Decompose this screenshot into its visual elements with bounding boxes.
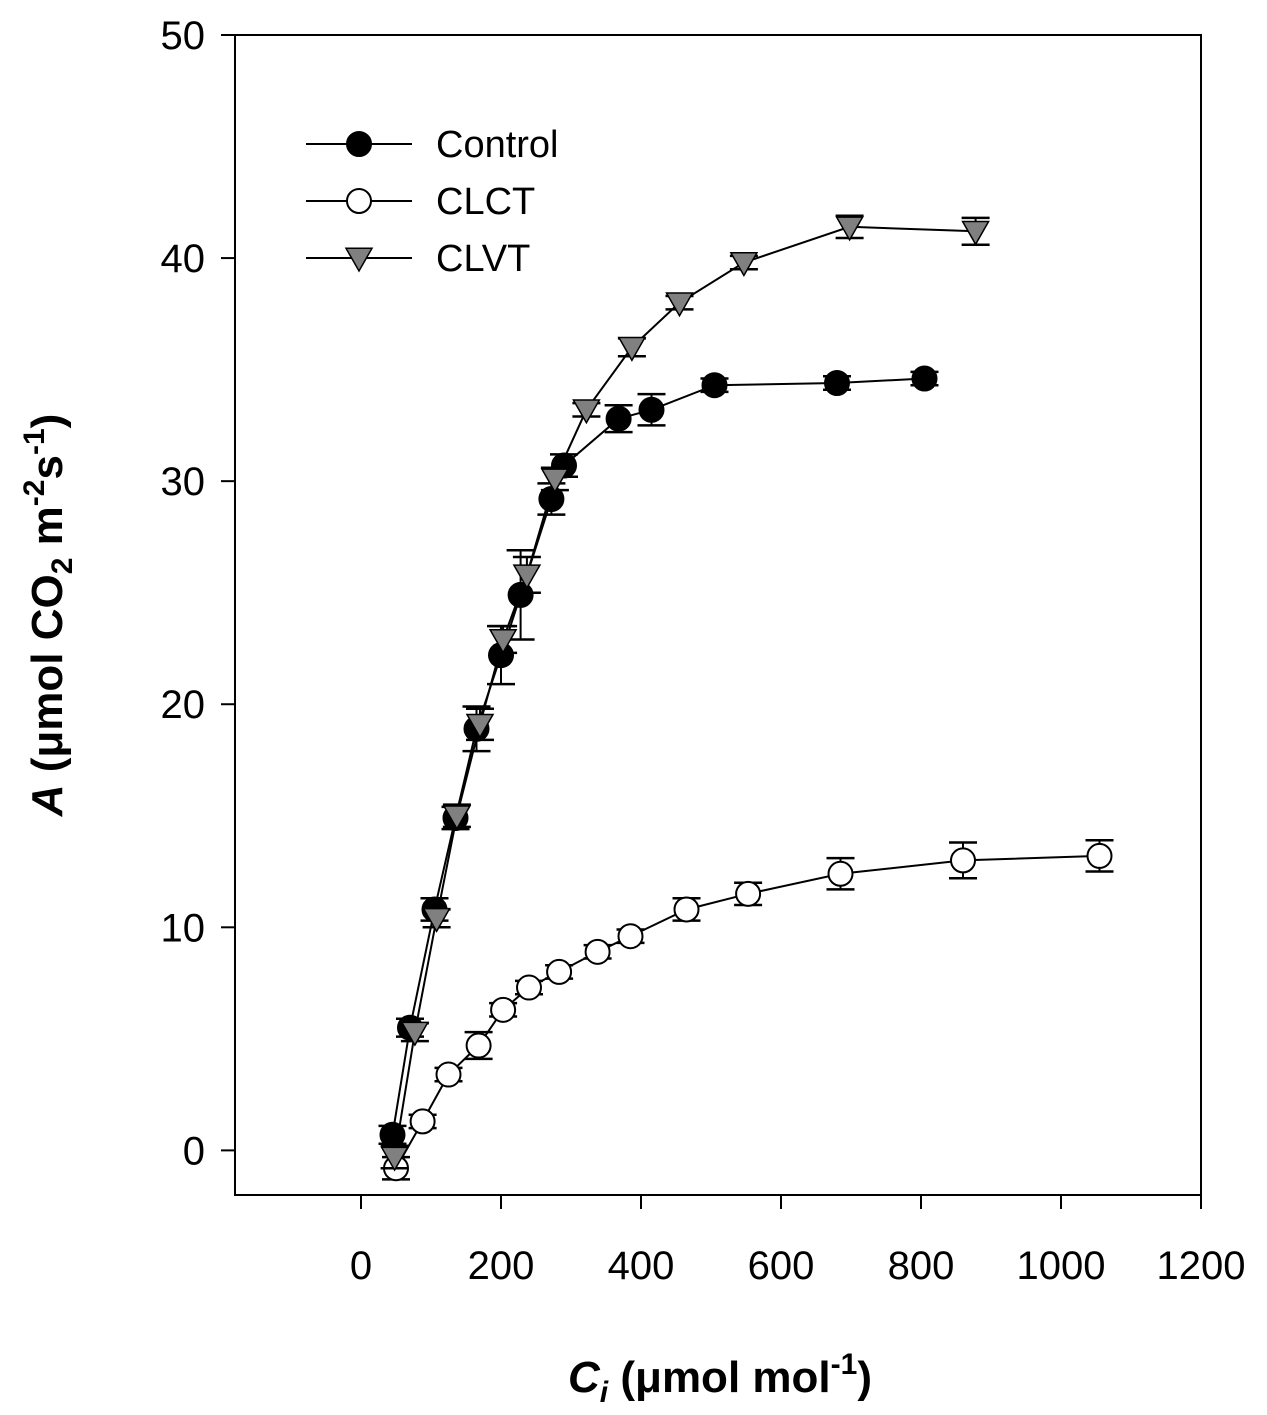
data-point [735, 880, 762, 907]
data-point [435, 1061, 462, 1088]
data-point [507, 581, 534, 608]
data-point [617, 336, 647, 362]
x-tick-label: 600 [748, 1244, 815, 1288]
data-point [490, 996, 517, 1023]
data-point [665, 292, 694, 318]
x-tick-label: 400 [608, 1244, 675, 1288]
y-axis: 0 10 20 30 40 50 [161, 14, 235, 1173]
legend-label: Control [436, 124, 559, 166]
x-tick-label: 200 [468, 1244, 535, 1288]
x-tick-label: 1200 [1157, 1244, 1246, 1288]
data-point [442, 805, 472, 831]
data-point [673, 896, 700, 923]
data-point [835, 216, 864, 242]
legend-marker [344, 247, 374, 273]
legend: Control CLCT CLVT [306, 124, 559, 280]
data-point [465, 1032, 492, 1059]
data-point [540, 468, 570, 494]
y-tick-label: 20 [161, 683, 206, 727]
series-layer [378, 214, 1114, 1182]
data-point [729, 252, 759, 278]
data-point [617, 923, 644, 950]
data-point [584, 938, 611, 965]
data-point [638, 396, 665, 423]
x-tick-label: 1000 [1017, 1244, 1106, 1288]
y-tick-label: 0 [183, 1129, 205, 1173]
legend-label: CLCT [436, 181, 535, 223]
data-point [465, 713, 495, 739]
x-axis-title: Ci (μmol mol-1) [568, 1348, 872, 1409]
y-tick-label: 40 [161, 237, 206, 281]
data-point [422, 907, 451, 933]
data-point [911, 365, 938, 392]
plot-frame [234, 34, 1202, 1196]
legend-marker [346, 188, 372, 214]
y-tick-label: 30 [161, 460, 206, 504]
series-clvt [380, 214, 990, 1172]
series-control [378, 365, 939, 1148]
data-point [1086, 842, 1113, 869]
series-clct [382, 839, 1114, 1182]
data-point [546, 958, 573, 985]
data-point [488, 629, 518, 655]
y-tick-label: 10 [161, 906, 206, 950]
data-point [400, 1021, 430, 1047]
y-axis-title: A (μmol CO2 m-2s-1) [18, 414, 79, 818]
legend-item-clct: CLCT [306, 181, 535, 223]
data-point [512, 564, 542, 590]
data-point [409, 1108, 436, 1135]
data-point [516, 974, 542, 1001]
data-point [605, 405, 632, 432]
legend-marker [346, 131, 372, 157]
data-point [379, 1121, 406, 1148]
x-axis: 0 200 400 600 800 1000 1200 [350, 1195, 1246, 1288]
data-point [380, 1146, 409, 1172]
data-point [701, 372, 728, 399]
data-point [827, 860, 854, 887]
data-point [950, 847, 976, 874]
data-point [572, 399, 601, 425]
data-point [824, 370, 850, 396]
x-tick-label: 800 [888, 1244, 955, 1288]
series-line [393, 225, 976, 1158]
x-tick-label: 0 [350, 1244, 372, 1288]
y-tick-label: 50 [161, 14, 206, 58]
legend-item-clvt: CLVT [306, 238, 530, 280]
data-point [961, 220, 990, 246]
legend-item-control: Control [306, 124, 559, 166]
legend-label: CLVT [436, 238, 530, 280]
